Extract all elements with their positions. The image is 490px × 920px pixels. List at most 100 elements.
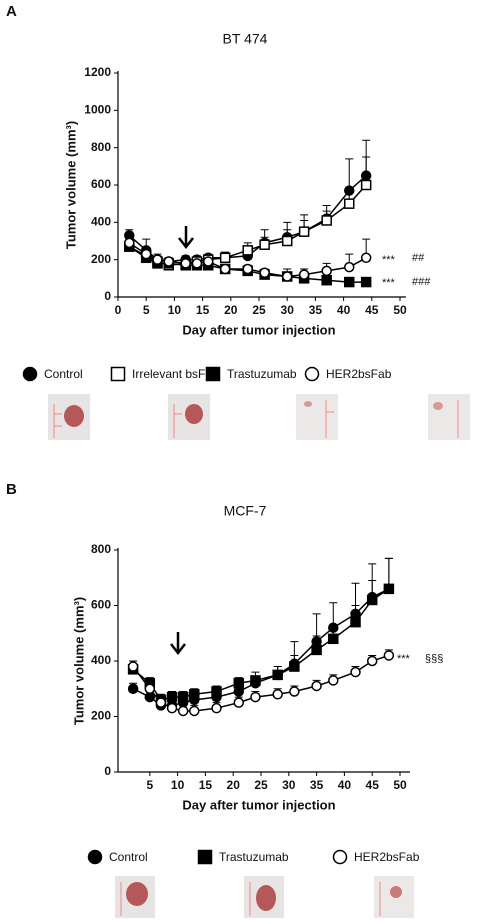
x-tick-label: 50 [393, 303, 407, 317]
x-tick-label: 30 [281, 303, 295, 317]
data-point [140, 248, 152, 260]
data-point [189, 705, 200, 717]
x-tick-label: 20 [227, 778, 241, 792]
y-tick-label: 200 [91, 709, 111, 723]
data-point [289, 686, 300, 697]
data-point [163, 256, 175, 267]
legend-label: HER2bsFab [354, 850, 420, 864]
y-tick-label: 200 [91, 252, 111, 266]
x-tick-label: 45 [366, 778, 380, 792]
annotation: *** [382, 254, 396, 266]
data-point [166, 691, 178, 703]
x-tick-label: 45 [365, 303, 379, 317]
annotation: *** [382, 277, 396, 289]
data-point [289, 661, 300, 672]
y-axis-label: Tumor volume (mm³) [71, 597, 86, 725]
data-point [360, 170, 372, 181]
y-tick-label: 0 [104, 289, 111, 303]
data-point [242, 263, 253, 275]
data-point [272, 669, 283, 681]
data-point [259, 239, 270, 250]
data-point [281, 235, 293, 247]
legend-marker [205, 366, 221, 382]
data-point [259, 267, 270, 278]
data-point [343, 198, 355, 209]
data-point [127, 683, 139, 694]
annotation: ## [412, 252, 425, 264]
data-point [191, 258, 203, 269]
series-line [132, 588, 390, 707]
series-line [132, 654, 390, 712]
legend-label: HER2bsFab [326, 367, 392, 381]
x-tick-label: 40 [337, 303, 351, 317]
data-point [180, 258, 191, 269]
panel-label: B [6, 481, 17, 498]
data-point [383, 583, 395, 595]
legend-marker [87, 849, 103, 865]
data-point [360, 252, 372, 264]
y-tick-label: 400 [91, 653, 111, 667]
y-tick-label: 800 [91, 140, 111, 154]
error-bar [345, 158, 354, 191]
data-point [321, 274, 332, 286]
y-tick-label: 600 [91, 177, 111, 191]
data-point [366, 594, 378, 606]
data-point [298, 226, 310, 237]
data-point [343, 261, 355, 273]
legend-label: Control [44, 367, 83, 381]
series-line [132, 588, 390, 701]
data-point [350, 616, 361, 628]
data-point [298, 269, 310, 280]
data-point [155, 697, 167, 708]
x-tick-label: 0 [115, 303, 122, 317]
data-point [343, 185, 355, 196]
x-tick-label: 25 [254, 778, 268, 792]
data-point [343, 276, 355, 288]
data-point [272, 689, 283, 700]
data-point [328, 675, 339, 686]
data-point [328, 622, 339, 633]
data-point [233, 697, 245, 708]
chart-title: BT 474 [223, 31, 268, 47]
panel-label: A [6, 3, 17, 20]
x-tick-label: 15 [196, 303, 210, 317]
data-point [250, 691, 261, 703]
data-point [250, 675, 261, 686]
data-point [383, 650, 395, 661]
x-tick-label: 10 [168, 303, 182, 317]
y-tick-label: 400 [91, 215, 111, 229]
data-point [321, 215, 332, 226]
data-point [360, 276, 372, 288]
x-tick-label: 35 [309, 303, 323, 317]
x-tick-label: 5 [146, 778, 153, 792]
data-point [177, 691, 189, 703]
legend-label: Control [109, 850, 148, 864]
x-axis-label: Day after tumor injection [182, 322, 335, 337]
tumor-photos [48, 394, 470, 918]
x-tick-label: 10 [171, 778, 185, 792]
data-point [242, 245, 253, 256]
x-tick-label: 40 [338, 778, 352, 792]
chart-title: MCF-7 [224, 503, 267, 519]
legend-marker [197, 849, 213, 865]
data-point [144, 683, 156, 694]
x-tick-label: 35 [310, 778, 324, 792]
y-tick-label: 1000 [84, 103, 111, 117]
data-point [366, 655, 378, 667]
data-point [202, 256, 214, 267]
legend-marker [304, 366, 320, 382]
annotation: *** [397, 653, 411, 665]
x-tick-label: 15 [199, 778, 213, 792]
treatment-arrow [170, 632, 186, 656]
legend-marker [110, 366, 126, 382]
data-point [189, 689, 200, 700]
data-point [328, 633, 339, 645]
data-point [350, 666, 361, 678]
y-tick-label: 0 [104, 764, 111, 778]
x-tick-label: 5 [143, 303, 150, 317]
x-tick-label: 25 [252, 303, 266, 317]
annotation: §§§ [425, 653, 443, 665]
data-point [311, 644, 322, 656]
legend-label: Trastuzumab [219, 850, 289, 864]
